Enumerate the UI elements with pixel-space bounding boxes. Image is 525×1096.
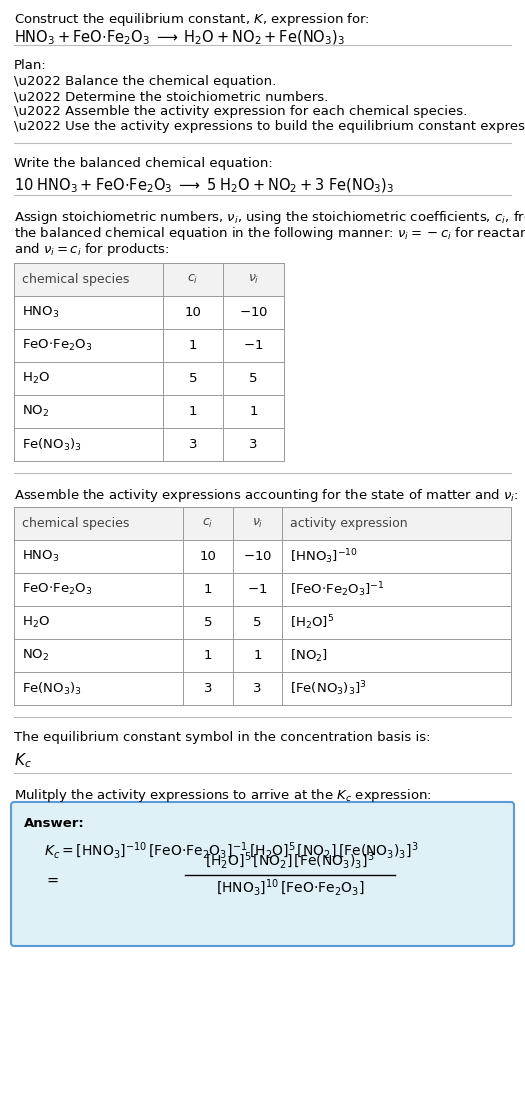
Text: 1: 1 xyxy=(188,406,197,418)
Text: 3: 3 xyxy=(188,438,197,450)
Text: $\mathrm{HNO_3}$: $\mathrm{HNO_3}$ xyxy=(22,305,59,320)
Text: $-1$: $-1$ xyxy=(244,339,264,352)
Text: Mulitply the activity expressions to arrive at the $K_c$ expression:: Mulitply the activity expressions to arr… xyxy=(14,787,432,804)
Text: 10: 10 xyxy=(200,550,216,563)
Text: $=$: $=$ xyxy=(44,871,59,887)
Text: \u2022 Assemble the activity expression for each chemical species.: \u2022 Assemble the activity expression … xyxy=(14,105,467,118)
Text: Answer:: Answer: xyxy=(24,817,85,830)
Text: $\mathrm{FeO{\cdot}Fe_2O_3}$: $\mathrm{FeO{\cdot}Fe_2O_3}$ xyxy=(22,582,92,597)
Text: $-10$: $-10$ xyxy=(239,306,268,319)
Text: $\mathrm{Fe(NO_3)_3}$: $\mathrm{Fe(NO_3)_3}$ xyxy=(22,681,82,697)
Text: Assemble the activity expressions accounting for the state of matter and $\nu_i$: Assemble the activity expressions accoun… xyxy=(14,487,519,504)
Text: 1: 1 xyxy=(249,406,258,418)
Text: $[\mathrm{FeO{\cdot}Fe_2O_3}]^{-1}$: $[\mathrm{FeO{\cdot}Fe_2O_3}]^{-1}$ xyxy=(290,580,385,598)
Text: 5: 5 xyxy=(253,616,262,629)
Text: $-10$: $-10$ xyxy=(243,550,272,563)
Text: $\mathrm{H_2O}$: $\mathrm{H_2O}$ xyxy=(22,615,50,630)
Text: 1: 1 xyxy=(204,649,212,662)
Bar xyxy=(14,507,511,540)
Text: \u2022 Balance the chemical equation.: \u2022 Balance the chemical equation. xyxy=(14,75,276,88)
Text: $\mathrm{HNO_3 + FeO{\cdot}Fe_2O_3 \;\longrightarrow\; H_2O + NO_2 + Fe(NO_3)_3}: $\mathrm{HNO_3 + FeO{\cdot}Fe_2O_3 \;\lo… xyxy=(14,28,345,47)
Text: $\mathrm{NO_2}$: $\mathrm{NO_2}$ xyxy=(22,648,49,663)
Text: $\mathrm{HNO_3}$: $\mathrm{HNO_3}$ xyxy=(22,549,59,564)
Text: $[\mathrm{NO_2}]$: $[\mathrm{NO_2}]$ xyxy=(290,648,329,663)
Text: \u2022 Determine the stoichiometric numbers.: \u2022 Determine the stoichiometric numb… xyxy=(14,90,328,103)
Text: 1: 1 xyxy=(253,649,262,662)
Text: Construct the equilibrium constant, $K$, expression for:: Construct the equilibrium constant, $K$,… xyxy=(14,11,370,28)
Text: $\mathrm{H_2O}$: $\mathrm{H_2O}$ xyxy=(22,370,50,386)
Text: 3: 3 xyxy=(249,438,258,450)
Text: 5: 5 xyxy=(188,372,197,385)
Text: activity expression: activity expression xyxy=(290,517,408,530)
Text: the balanced chemical equation in the following manner: $\nu_i = -c_i$ for react: the balanced chemical equation in the fo… xyxy=(14,225,525,242)
Text: $\mathrm{NO_2}$: $\mathrm{NO_2}$ xyxy=(22,404,49,419)
Text: $\mathrm{Fe(NO_3)_3}$: $\mathrm{Fe(NO_3)_3}$ xyxy=(22,436,82,453)
Text: 5: 5 xyxy=(204,616,212,629)
Text: $[\mathrm{H_2O}]^5\,[\mathrm{NO_2}]\,[\mathrm{Fe(NO_3)_3}]^3$: $[\mathrm{H_2O}]^5\,[\mathrm{NO_2}]\,[\m… xyxy=(205,850,375,871)
Text: $c_i$: $c_i$ xyxy=(202,517,214,530)
Text: The equilibrium constant symbol in the concentration basis is:: The equilibrium constant symbol in the c… xyxy=(14,731,430,744)
Text: $[\mathrm{Fe(NO_3)_3}]^3$: $[\mathrm{Fe(NO_3)_3}]^3$ xyxy=(290,680,367,698)
Text: 1: 1 xyxy=(188,339,197,352)
Text: $K_c = [\mathrm{HNO_3}]^{-10}\,[\mathrm{FeO{\cdot}Fe_2O_3}]^{-1}\,[\mathrm{H_2O}: $K_c = [\mathrm{HNO_3}]^{-10}\,[\mathrm{… xyxy=(44,841,418,861)
Text: Assign stoichiometric numbers, $\nu_i$, using the stoichiometric coefficients, $: Assign stoichiometric numbers, $\nu_i$, … xyxy=(14,209,525,226)
Text: 5: 5 xyxy=(249,372,258,385)
Text: $\nu_i$: $\nu_i$ xyxy=(252,517,263,530)
Text: $\nu_i$: $\nu_i$ xyxy=(248,273,259,286)
Bar xyxy=(14,263,284,296)
Text: Write the balanced chemical equation:: Write the balanced chemical equation: xyxy=(14,157,273,170)
Text: chemical species: chemical species xyxy=(22,273,129,286)
Text: 3: 3 xyxy=(204,682,212,695)
Text: 3: 3 xyxy=(253,682,262,695)
Text: 10: 10 xyxy=(184,306,201,319)
Text: 1: 1 xyxy=(204,583,212,596)
Text: Plan:: Plan: xyxy=(14,59,47,72)
Text: and $\nu_i = c_i$ for products:: and $\nu_i = c_i$ for products: xyxy=(14,241,170,258)
Text: $-1$: $-1$ xyxy=(247,583,268,596)
Text: $[\mathrm{HNO_3}]^{-10}$: $[\mathrm{HNO_3}]^{-10}$ xyxy=(290,547,359,566)
Text: $c_i$: $c_i$ xyxy=(187,273,198,286)
Text: $K_c$: $K_c$ xyxy=(14,751,32,769)
Text: $\mathrm{10\;HNO_3 + FeO{\cdot}Fe_2O_3 \;\longrightarrow\; 5\;H_2O + NO_2 + 3\;F: $\mathrm{10\;HNO_3 + FeO{\cdot}Fe_2O_3 \… xyxy=(14,176,394,195)
FancyBboxPatch shape xyxy=(11,802,514,946)
Text: $[\mathrm{HNO_3}]^{10}\,[\mathrm{FeO{\cdot}Fe_2O_3}]$: $[\mathrm{HNO_3}]^{10}\,[\mathrm{FeO{\cd… xyxy=(216,878,364,899)
Text: \u2022 Use the activity expressions to build the equilibrium constant expression: \u2022 Use the activity expressions to b… xyxy=(14,119,525,133)
Text: $[\mathrm{H_2O}]^5$: $[\mathrm{H_2O}]^5$ xyxy=(290,613,334,632)
Text: chemical species: chemical species xyxy=(22,517,129,530)
Text: $\mathrm{FeO{\cdot}Fe_2O_3}$: $\mathrm{FeO{\cdot}Fe_2O_3}$ xyxy=(22,338,92,353)
